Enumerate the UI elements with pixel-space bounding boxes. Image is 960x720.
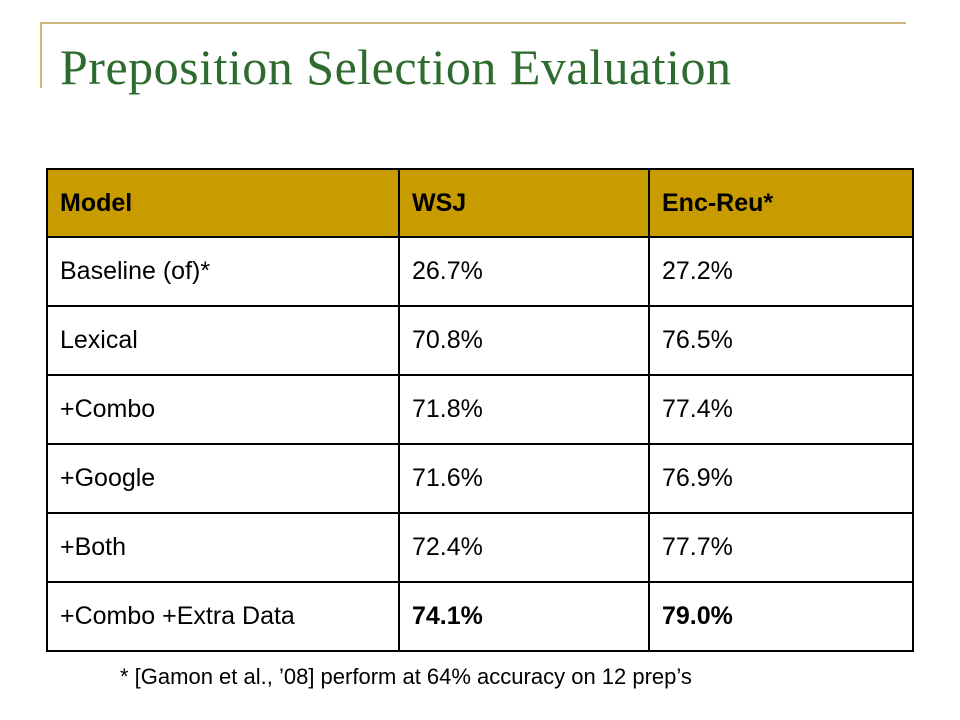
cell-wsj: 26.7% [398, 236, 650, 307]
footnote: * [Gamon et al., ’08] perform at 64% acc… [120, 664, 692, 689]
header-wsj: WSJ [398, 168, 650, 238]
cell-enc-reu: 77.4% [648, 374, 914, 445]
cell-model: Baseline (of)* [46, 236, 400, 307]
cell-model: +Google [46, 443, 400, 514]
slide-frame-top-line [40, 22, 906, 24]
cell-model: Lexical [46, 305, 400, 376]
cell-wsj: 74.1% [398, 581, 650, 652]
slide-frame-left-line [40, 22, 42, 88]
slide-title: Preposition Selection Evaluation [60, 39, 732, 95]
cell-enc-reu: 76.5% [648, 305, 914, 376]
cell-model: +Combo +Extra Data [46, 581, 400, 652]
cell-wsj: 70.8% [398, 305, 650, 376]
table-row: +Combo +Extra Data 74.1% 79.0% [46, 581, 914, 652]
header-enc-reu: Enc-Reu* [648, 168, 914, 238]
cell-model: +Both [46, 512, 400, 583]
cell-wsj: 72.4% [398, 512, 650, 583]
table-row: +Both 72.4% 77.7% [46, 512, 914, 583]
cell-model: +Combo [46, 374, 400, 445]
table-row: Lexical 70.8% 76.5% [46, 305, 914, 376]
cell-enc-reu: 76.9% [648, 443, 914, 514]
cell-enc-reu: 27.2% [648, 236, 914, 307]
cell-enc-reu: 77.7% [648, 512, 914, 583]
cell-wsj: 71.6% [398, 443, 650, 514]
header-model: Model [46, 168, 400, 238]
cell-enc-reu: 79.0% [648, 581, 914, 652]
table-row: Baseline (of)* 26.7% 27.2% [46, 236, 914, 307]
table-row: +Combo 71.8% 77.4% [46, 374, 914, 445]
table-row: +Google 71.6% 76.9% [46, 443, 914, 514]
cell-wsj: 71.8% [398, 374, 650, 445]
table-header-row: Model WSJ Enc-Reu* [46, 168, 914, 238]
results-table: Model WSJ Enc-Reu* Baseline (of)* 26.7% … [46, 168, 914, 652]
